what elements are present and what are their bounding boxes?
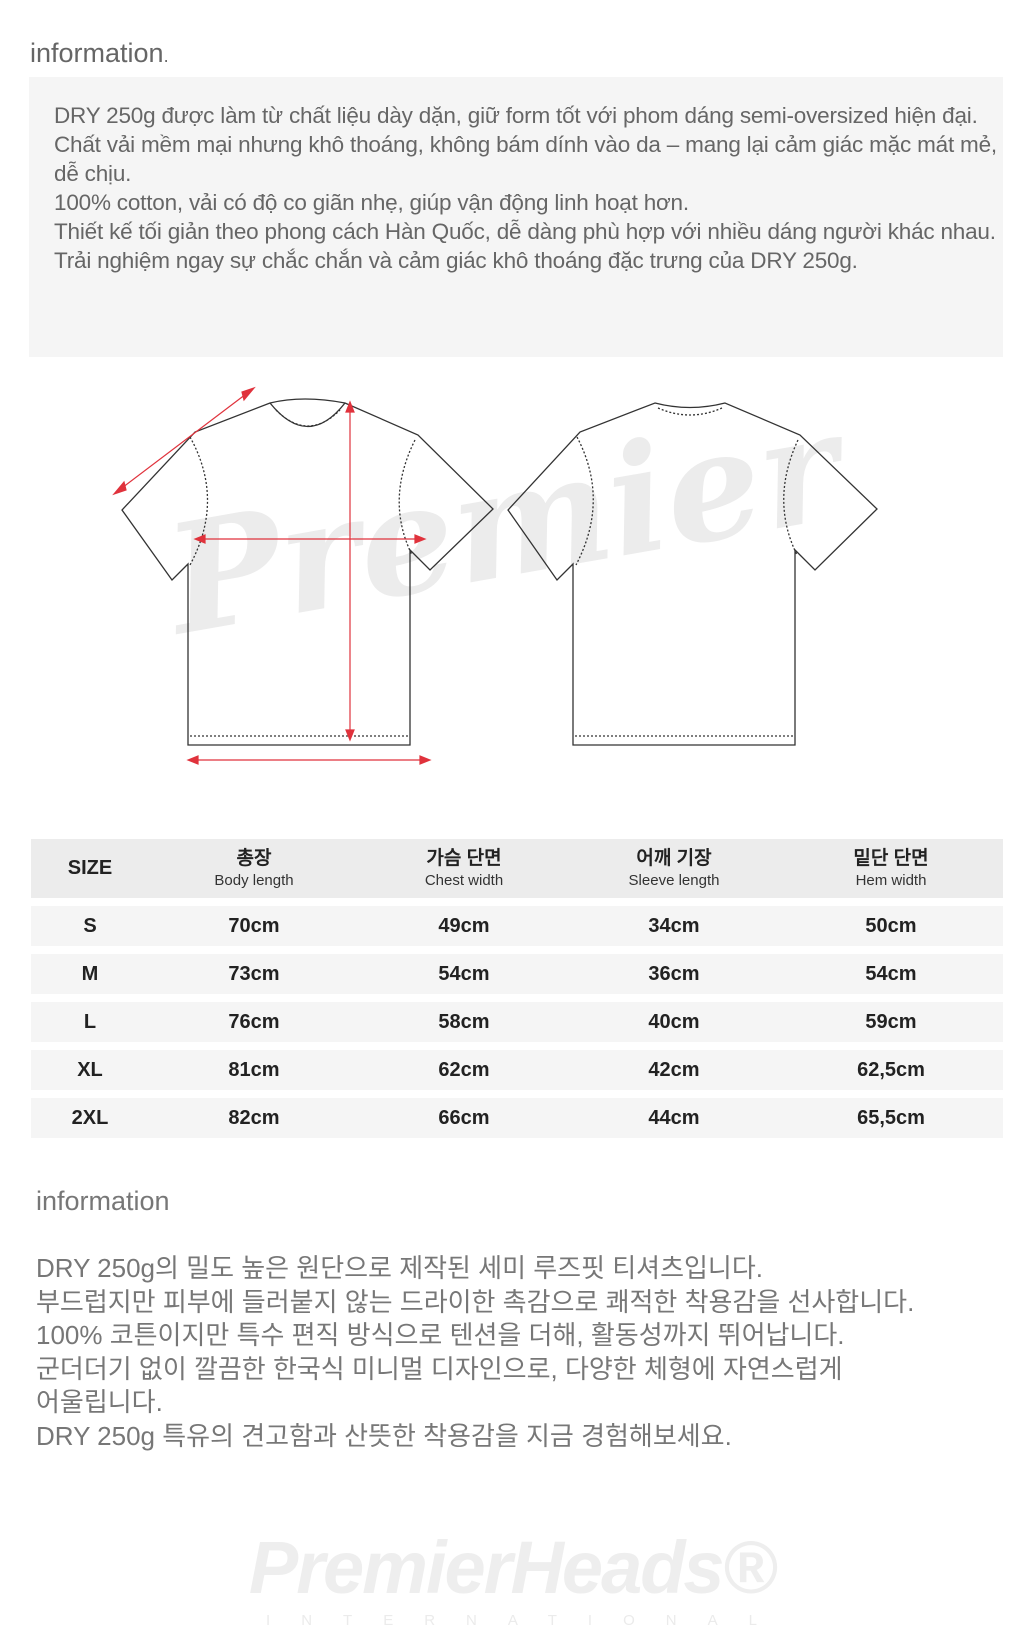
sleeve-arrow <box>117 390 251 492</box>
description-line: Trải nghiệm ngay sự chắc chắn và cảm giá… <box>54 248 858 273</box>
measurement-cell: 49cm <box>438 914 490 937</box>
measurement-cell: 50cm <box>865 914 917 937</box>
arrow-head <box>193 534 206 544</box>
description-line: 어울립니다. <box>36 1387 163 1418</box>
size-table-body: S 70cm 49cm 34cm 50cm M 73cm 54cm 36cm 54cm L 76cm 5… <box>31 906 1003 1138</box>
description-line: 부드럽지만 피부에 들러붙지 않는 드라이한 촉감으로 쾌적한 착용감을 선사합… <box>36 1286 915 1317</box>
measurement-cell: 36cm <box>648 962 700 985</box>
size-cell: M <box>81 962 99 985</box>
table-row: XL 81cm 62cm 42cm 62,5cm <box>31 1050 1003 1090</box>
header-body-length: 총장 Body length <box>149 848 359 890</box>
arrow-head <box>112 480 127 496</box>
section-title: information. <box>30 38 169 69</box>
premierheads-logo: PremierHeads® INTERNATIONAL <box>0 1529 1024 1631</box>
section-title-2: information <box>36 1186 170 1216</box>
measurement-cell: 73cm <box>228 962 280 985</box>
header-sleeve-length: 어깨 기장 Sleeve length <box>569 848 779 890</box>
table-row: L 76cm 58cm 40cm 59cm <box>31 1002 1003 1042</box>
measurement-cell: 40cm <box>648 1010 700 1033</box>
description-line: DRY 250g được làm từ chất liệu dày dặn, … <box>54 103 978 128</box>
arrow-head <box>414 534 427 544</box>
back-shirt-outline <box>507 402 878 746</box>
measurement-cell: 70cm <box>228 914 280 937</box>
measurement-arrows <box>112 386 432 765</box>
logo-subtext: INTERNATIONAL <box>266 1612 788 1629</box>
arrow-head <box>186 755 199 765</box>
table-row: S 70cm 49cm 34cm 50cm <box>31 906 1003 946</box>
description-vi: DRY 250g được làm từ chất liệu dày dặn, … <box>54 101 999 275</box>
measurement-cell: 81cm <box>228 1058 280 1081</box>
header-hem-width: 밑단 단면 Hem width <box>779 848 1003 890</box>
header-size: SIZE <box>67 857 113 879</box>
description-line: DRY 250g의 밀도 높은 원단으로 제작된 세미 루즈핏 티셔츠입니다. <box>36 1253 763 1283</box>
description-line: 100% 코튼이지만 특수 편직 방식으로 텐션을 더해, 활동성까지 뛰어납니… <box>36 1320 845 1351</box>
header-en: Chest width <box>424 871 504 889</box>
arrow-head <box>345 400 355 413</box>
arrow-head <box>241 386 256 402</box>
table-row: 2XL 82cm 66cm 44cm 65,5cm <box>31 1098 1003 1138</box>
description-line: Chất vải mềm mại nhưng khô thoáng, không… <box>54 132 997 186</box>
title-text: information <box>30 38 164 68</box>
tshirt-measurement-diagram: Premier <box>112 377 878 765</box>
arrow-head <box>345 729 355 742</box>
header-chest-width: 가슴 단면 Chest width <box>359 848 569 890</box>
size-cell: L <box>83 1010 97 1033</box>
measurement-cell: 59cm <box>865 1010 917 1033</box>
description-box-vi: DRY 250g được làm từ chất liệu dày dặn, … <box>29 77 1003 357</box>
header-en: Sleeve length <box>628 871 720 889</box>
measurement-cell: 44cm <box>648 1106 700 1129</box>
header-ko: 밑단 단면 <box>853 847 929 869</box>
size-table-header: SIZE 총장 Body length 가슴 단면 Chest width 어깨 기… <box>31 839 1003 898</box>
table-row: M 73cm 54cm 36cm 54cm <box>31 954 1003 994</box>
description-line: 군더더기 없이 깔끔한 한국식 미니멀 디자인으로, 다양한 체형에 자연스럽게 <box>36 1353 843 1384</box>
premier-watermark: Premier <box>151 377 862 670</box>
measurement-cell: 54cm <box>438 962 490 985</box>
measurement-cell: 65,5cm <box>857 1106 925 1129</box>
measurement-cell: 42cm <box>648 1058 700 1081</box>
description-line: 100% cotton, vải có độ co giãn nhẹ, giúp… <box>54 190 689 215</box>
header-ko: 총장 <box>236 847 272 869</box>
header-ko: 가슴 단면 <box>426 847 502 869</box>
description-ko: DRY 250g의 밀도 높은 원단으로 제작된 세미 루즈핏 티셔츠입니다. … <box>36 1252 1011 1454</box>
header-en: Hem width <box>855 871 927 889</box>
measurement-cell: 54cm <box>865 962 917 985</box>
size-cell: XL <box>77 1058 103 1081</box>
size-cell: 2XL <box>71 1106 109 1129</box>
measurement-cell: 58cm <box>438 1010 490 1033</box>
front-shirt-outline <box>121 398 494 746</box>
description-line: Thiết kế tối giản theo phong cách Hàn Qu… <box>54 219 996 244</box>
header-ko: 어깨 기장 <box>636 847 712 869</box>
size-cell: S <box>83 914 97 937</box>
logo-text: PremierHeads® <box>248 1526 777 1609</box>
measurement-cell: 62cm <box>438 1058 490 1081</box>
size-table: SIZE 총장 Body length 가슴 단면 Chest width 어깨 기… <box>31 839 1003 1138</box>
arrow-head <box>419 755 432 765</box>
measurement-cell: 66cm <box>438 1106 490 1129</box>
measurement-cell: 82cm <box>228 1106 280 1129</box>
description-line: DRY 250g 특유의 견고함과 산뜻한 착용감을 지금 경험해보세요. <box>36 1420 732 1451</box>
measurement-cell: 76cm <box>228 1010 280 1033</box>
header-en: Body length <box>214 871 294 889</box>
measurement-cell: 34cm <box>648 914 700 937</box>
measurement-cell: 62,5cm <box>857 1058 925 1081</box>
title-dot: . <box>163 46 169 66</box>
